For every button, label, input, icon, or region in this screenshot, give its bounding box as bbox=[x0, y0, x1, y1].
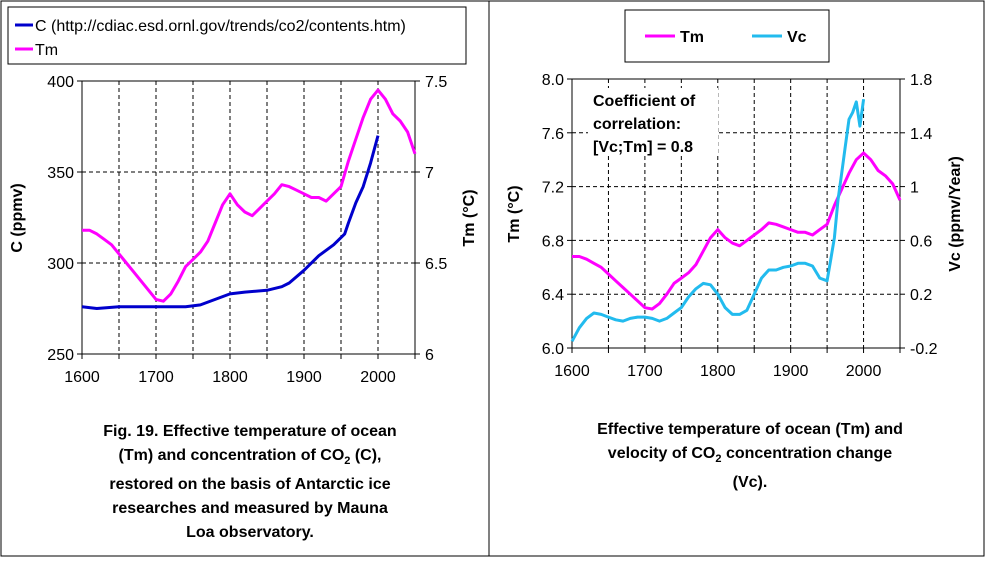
y2-tick-label: 7.5 bbox=[425, 74, 447, 91]
x-tick-label: 1900 bbox=[773, 363, 809, 380]
x-tick-label: 2000 bbox=[360, 369, 396, 386]
right-caption-line-3: (Vc). bbox=[732, 474, 768, 492]
right-series bbox=[570, 98, 902, 343]
left-legend-tm-label: Tm bbox=[35, 42, 58, 59]
right-plot-area bbox=[571, 78, 901, 349]
right-legend-vc-label: Vc bbox=[787, 29, 807, 46]
x-tick-label: 1700 bbox=[627, 363, 663, 380]
x-tick-label: 1800 bbox=[700, 363, 736, 380]
left-grid bbox=[82, 81, 415, 354]
y-tick-label: 300 bbox=[47, 256, 74, 273]
series-line-tm bbox=[82, 88, 417, 303]
series-line-tm bbox=[572, 151, 902, 311]
y2-tick-label: 1.8 bbox=[910, 72, 932, 89]
correlation-box bbox=[588, 88, 718, 156]
x-tick-label: 1700 bbox=[138, 369, 174, 386]
y2-tick-label: 1 bbox=[910, 180, 919, 197]
right-legend-tm-label: Tm bbox=[680, 29, 704, 46]
left-legend-box bbox=[7, 6, 467, 65]
right-caption-line-2-sub: 2 bbox=[715, 453, 722, 466]
y2-tick-label: 0.6 bbox=[910, 233, 932, 250]
left-caption-line-2a: (Tm) and concentration of CO bbox=[118, 447, 345, 464]
left-caption-line-3: restored on the basis of Antarctic ice bbox=[109, 476, 391, 494]
y-tick-label: 250 bbox=[47, 347, 74, 364]
left-y2-axis-title-text: Tm (°C) bbox=[461, 189, 478, 246]
correlation-line-2: correlation: bbox=[593, 116, 681, 133]
y2-tick-label: 1.4 bbox=[910, 126, 932, 143]
y-tick-label: 350 bbox=[47, 165, 74, 182]
right-y2-axis-title: Vc (ppmv/Year) bbox=[947, 156, 964, 272]
series-line-vc bbox=[570, 98, 866, 343]
left-y-axis-title: C (ppmv) bbox=[9, 183, 26, 252]
left-y2-axis-title: Tm (°C) bbox=[461, 189, 478, 246]
left-plot-area bbox=[81, 80, 416, 355]
y-tick-label: 6.8 bbox=[542, 233, 564, 250]
right-caption-line-2a: velocity of CO bbox=[607, 445, 716, 462]
left-caption-line-2b: (C), bbox=[350, 447, 382, 464]
x-tick-label: 1800 bbox=[212, 369, 248, 386]
y-tick-label: 6.4 bbox=[542, 287, 564, 304]
y2-tick-label: 0.2 bbox=[910, 287, 932, 304]
right-caption: Effective temperature of ocean (Tm) and … bbox=[545, 418, 955, 495]
x-tick-label: 2000 bbox=[846, 363, 882, 380]
left-axis-ticks: 250 300 350 400 6 6.5 7 7.5 1600 1700 1800 1900 2000 bbox=[47, 74, 447, 386]
left-caption: Fig. 19. Effective temperature of ocean … bbox=[40, 420, 460, 545]
y-tick-label: 6.0 bbox=[542, 341, 564, 358]
right-y-axis-title: Tm (°C) bbox=[506, 185, 523, 242]
left-caption-line-2-sub: 2 bbox=[344, 455, 351, 468]
right-caption-line-2b: concentration change bbox=[721, 445, 893, 462]
left-legend-c-label: C (http://cdiac.esd.ornl.gov/trends/co2/… bbox=[35, 18, 406, 35]
right-chart: Tm Vc 6.0 6.4 6.8 7.2 7.6 8.0 -0.2 0.2 0.6 1 1.4 1.… bbox=[506, 9, 964, 380]
x-tick-label: 1900 bbox=[286, 369, 322, 386]
left-series bbox=[81, 88, 417, 310]
x-tick-label: 1600 bbox=[554, 363, 590, 380]
right-panel-frame bbox=[488, 0, 985, 557]
right-caption-line-1: Effective temperature of ocean (Tm) and bbox=[597, 421, 903, 438]
right-axis-ticks: 6.0 6.4 6.8 7.2 7.6 8.0 -0.2 0.2 0.6 1 1.4 1.8 1600 1… bbox=[542, 72, 938, 380]
y2-tick-label: 7 bbox=[425, 165, 434, 182]
left-caption-line-4: researches and measured by Mauna bbox=[112, 500, 388, 518]
y2-tick-label: 6.5 bbox=[425, 256, 447, 273]
correlation-line-1: Coefficient of bbox=[593, 93, 696, 110]
left-caption-line-1: Fig. 19. Effective temperature of ocean bbox=[103, 423, 397, 440]
y-tick-label: 7.2 bbox=[542, 180, 564, 197]
right-y-axis-title-text: Tm (°C) bbox=[506, 185, 523, 242]
left-caption-line-5: Loa observatory. bbox=[186, 524, 314, 542]
y-tick-label: 400 bbox=[47, 74, 74, 91]
x-tick-label: 1600 bbox=[64, 369, 100, 386]
y2-tick-label: 6 bbox=[425, 347, 434, 364]
y-tick-label: 8.0 bbox=[542, 72, 564, 89]
series-line-c bbox=[81, 135, 380, 310]
left-chart: C (http://cdiac.esd.ornl.gov/trends/co2/… bbox=[7, 6, 478, 386]
y2-tick-label: -0.2 bbox=[910, 341, 938, 358]
y-tick-label: 7.6 bbox=[542, 126, 564, 143]
correlation-line-3: [Vc;Tm] = 0.8 bbox=[593, 139, 693, 156]
